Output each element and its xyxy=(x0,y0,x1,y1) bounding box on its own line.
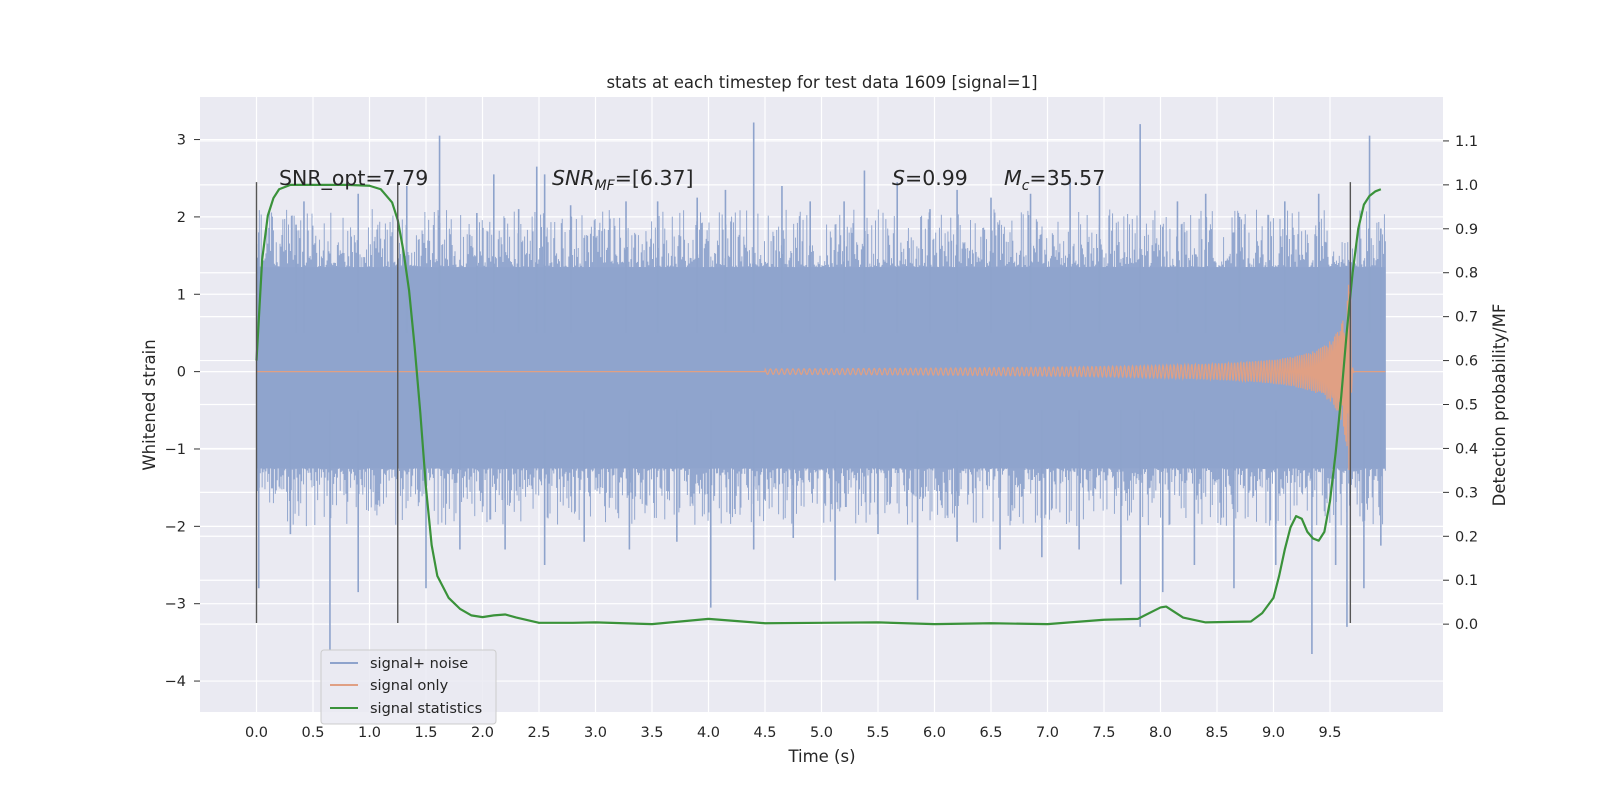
y-right-tick-label: 1.0 xyxy=(1455,178,1478,194)
x-tick-label: 4.5 xyxy=(753,725,776,741)
x-tick-label: 2.5 xyxy=(527,725,550,741)
x-tick-label: 9.0 xyxy=(1262,725,1285,741)
vertical-markers xyxy=(255,182,1352,624)
signal-noise-spikes xyxy=(257,122,1382,654)
series-layer xyxy=(255,122,1386,654)
annotation-snr-mf: SNRMF=[6.37] xyxy=(552,166,694,194)
x-tick-label: 4.0 xyxy=(697,725,720,741)
annotation-s: S=0.99 xyxy=(892,166,968,190)
x-tick-label: 8.0 xyxy=(1149,725,1172,741)
x-axis-label: Time (s) xyxy=(787,747,855,766)
legend: signal+ noise signal only signal statist… xyxy=(320,649,497,725)
mc-main: M xyxy=(1004,166,1022,190)
chart-title: stats at each timestep for test data 160… xyxy=(606,73,1037,92)
y-ticks-left: 3 2 1 0 −1 −2 −3 −4 xyxy=(165,133,200,690)
y-right-tick-label: 0.5 xyxy=(1455,398,1478,414)
annotation-snr-opt: SNR_opt=7.79 xyxy=(279,166,428,191)
y-right-tick-label: 0.3 xyxy=(1455,485,1478,501)
x-tick-label: 7.5 xyxy=(1092,725,1115,741)
annotation-mc: Mc=35.57 xyxy=(1004,166,1105,194)
snr-mf-main: SNR xyxy=(552,166,595,190)
y-ticks-right: 1.1 1.0 0.9 0.8 0.7 0.6 0.5 0.4 0.3 0.2 0.1 0.0 xyxy=(1443,134,1478,633)
s-tail: =0.99 xyxy=(905,166,968,190)
y-right-tick-label: 0.6 xyxy=(1455,354,1478,370)
y-right-tick-label: 0.0 xyxy=(1455,617,1478,633)
y-tick-label: −3 xyxy=(165,597,186,613)
x-tick-label: 6.5 xyxy=(979,725,1002,741)
y-right-tick-label: 1.1 xyxy=(1455,134,1478,150)
y-tick-label: 1 xyxy=(177,287,186,303)
x-tick-label: 1.5 xyxy=(414,725,437,741)
y-right-tick-label: 0.7 xyxy=(1455,310,1478,326)
x-tick-label: 0.0 xyxy=(245,725,268,741)
x-tick-label: 3.0 xyxy=(584,725,607,741)
y-tick-label: 2 xyxy=(177,210,186,226)
y-tick-label: −4 xyxy=(165,674,186,690)
s-main: S xyxy=(892,166,905,190)
y-right-tick-label: 0.4 xyxy=(1455,441,1478,457)
legend-label-signal-noise: signal+ noise xyxy=(370,656,468,672)
x-tick-label: 6.0 xyxy=(923,725,946,741)
mc-tail: =35.57 xyxy=(1029,166,1105,190)
mc-sub: c xyxy=(1022,178,1030,194)
y-axis-right-label: Detection probability/MF xyxy=(1490,304,1509,507)
x-tick-label: 3.5 xyxy=(640,725,663,741)
x-ticks: 0.0 0.5 1.0 1.5 2.0 2.5 3.0 3.5 4.0 4.5 5.0 5.5 6.0 6… xyxy=(245,725,1342,741)
x-tick-label: 9.5 xyxy=(1318,725,1341,741)
x-tick-label: 5.5 xyxy=(866,725,889,741)
legend-label-signal-statistics: signal statistics xyxy=(370,701,482,717)
x-tick-label: 8.5 xyxy=(1205,725,1228,741)
y-right-tick-label: 0.2 xyxy=(1455,529,1478,545)
y-axis-label: Whitened strain xyxy=(140,339,159,470)
y-tick-label: 3 xyxy=(177,133,186,149)
legend-box xyxy=(320,649,497,725)
snr-mf-tail: =[6.37] xyxy=(615,166,694,190)
y-tick-label: −2 xyxy=(165,519,186,535)
y-right-tick-label: 0.1 xyxy=(1455,573,1478,589)
snr-mf-sub: MF xyxy=(595,178,616,194)
x-tick-label: 0.5 xyxy=(301,725,324,741)
y-right-tick-label: 0.8 xyxy=(1455,266,1478,282)
x-tick-label: 7.0 xyxy=(1036,725,1059,741)
x-tick-label: 5.0 xyxy=(810,725,833,741)
y-tick-label: 0 xyxy=(177,365,186,381)
y-tick-label: −1 xyxy=(165,442,186,458)
x-tick-label: 1.0 xyxy=(358,725,381,741)
legend-label-signal-only: signal only xyxy=(370,678,449,694)
x-tick-label: 2.0 xyxy=(471,725,494,741)
signal-only-series xyxy=(256,261,1386,471)
y-right-tick-label: 0.9 xyxy=(1455,222,1478,238)
